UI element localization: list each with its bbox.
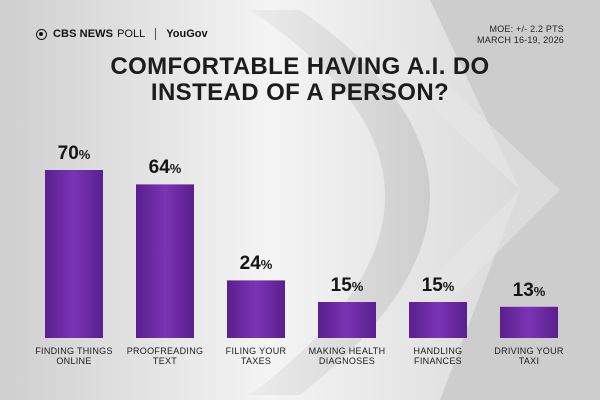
category-label-line: FINANCES xyxy=(414,356,462,366)
value-number: 15 xyxy=(330,275,352,296)
value-number: 24 xyxy=(239,253,261,275)
category-label-line: FINDING THINGS xyxy=(35,346,113,356)
category-label-line: FILING YOUR xyxy=(225,346,287,356)
category-label-line: HANDLING xyxy=(413,346,463,356)
value-percent-sign: % xyxy=(169,161,182,177)
poll-meta: MOE: +/- 2.2 PTS MARCH 16-19, 2026 xyxy=(477,24,564,46)
poll-dates: MARCH 16-19, 2026 xyxy=(477,35,564,45)
category-label-5: HANDLING FINANCES xyxy=(383,346,493,366)
chart-title-line-2: INSTEAD OF A PERSON? xyxy=(150,79,450,106)
category-label-4: MAKING HEALTH DIAGNOSES xyxy=(292,346,402,366)
category-label-line: ONLINE xyxy=(56,356,92,366)
value-number: 64 xyxy=(148,157,170,179)
bar-4 xyxy=(318,302,376,338)
value-percent-sign: % xyxy=(533,283,546,299)
category-label-6: DRIVING YOUR TAXI xyxy=(474,346,584,366)
chart-title: COMFORTABLE HAVING A.I. DO INSTEAD OF A … xyxy=(0,54,600,106)
value-label-1: 70% xyxy=(34,143,114,165)
value-number: 15 xyxy=(421,275,443,296)
bar-6 xyxy=(500,306,558,338)
category-label-line: TAXES xyxy=(240,356,272,366)
brand-divider xyxy=(155,28,157,40)
bar-3 xyxy=(227,280,285,338)
value-number: 13 xyxy=(512,279,534,301)
brand-primary: CBS NEWS xyxy=(53,28,114,40)
category-label-line: TAXI xyxy=(518,356,540,366)
chart-title-line-1: COMFORTABLE HAVING A.I. DO xyxy=(110,53,490,80)
value-percent-sign: % xyxy=(442,279,455,294)
category-label-line: PROOFREADING xyxy=(126,346,204,356)
value-label-2: 64% xyxy=(125,157,205,179)
category-label-3: FILING YOUR TAXES xyxy=(201,346,311,366)
bar-1 xyxy=(45,170,103,338)
partner-logo: YouGov xyxy=(166,28,208,40)
category-label-2: PROOFREADING TEXT xyxy=(110,346,220,366)
category-label-line: TEXT xyxy=(152,356,178,366)
brand-secondary: POLL xyxy=(117,28,146,40)
value-percent-sign: % xyxy=(351,279,364,294)
bar-2 xyxy=(136,184,194,338)
brand-header: CBS NEWS POLL YouGov xyxy=(36,26,208,42)
value-percent-sign: % xyxy=(78,147,91,162)
category-label-1: FINDING THINGS ONLINE xyxy=(19,346,129,366)
value-label-5: 15% xyxy=(398,275,478,297)
margin-of-error: MOE: +/- 2.2 PTS xyxy=(489,24,564,34)
value-label-3: 24% xyxy=(216,253,296,275)
category-label-line: DIAGNOSES xyxy=(318,356,376,366)
bar-5 xyxy=(409,302,467,338)
value-number: 70 xyxy=(57,143,79,164)
value-percent-sign: % xyxy=(260,257,273,273)
category-label-line: MAKING HEALTH xyxy=(308,346,386,356)
value-label-4: 15% xyxy=(307,275,387,297)
cbs-eye-logo-icon xyxy=(36,28,47,40)
value-label-6: 13% xyxy=(489,280,569,302)
category-label-line: DRIVING YOUR xyxy=(494,346,564,356)
